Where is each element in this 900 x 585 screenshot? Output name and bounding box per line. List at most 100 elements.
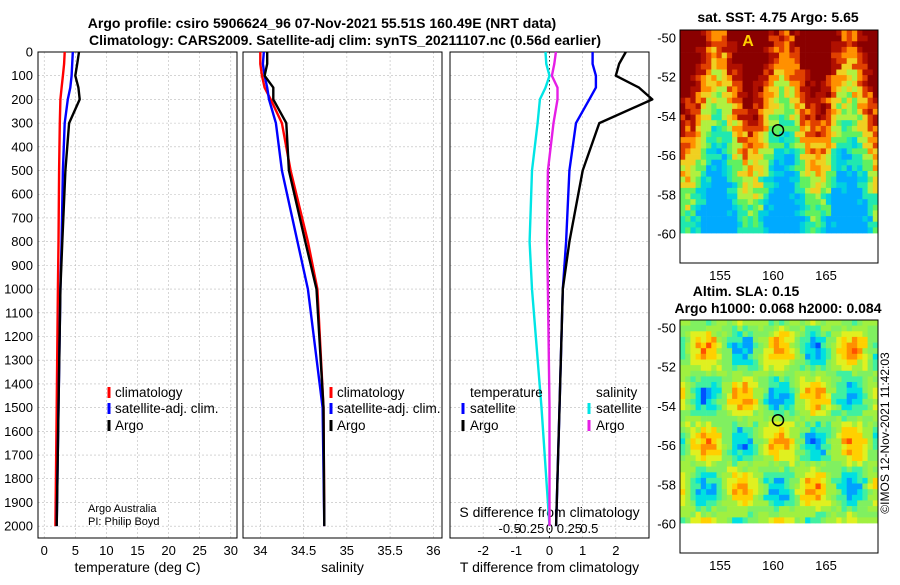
map-cell [851,477,858,484]
map-cell [872,92,879,98]
map-cell [685,494,691,501]
map-cell [784,438,790,445]
map-cell [862,370,868,377]
map-cell [789,444,795,451]
map-cell [711,46,717,53]
map-cell [815,449,822,456]
map-cell [763,500,769,507]
map-cell [700,466,707,473]
map-cell [721,114,728,121]
map-cell [815,125,822,132]
map-cell [857,353,863,360]
map-cell [711,75,717,82]
map-cell [695,511,702,518]
map-cell [851,325,858,332]
map-cell [805,365,811,372]
map-cell [805,438,811,445]
map-cell [695,382,702,388]
map-cell [799,165,806,172]
map-cell [773,52,780,59]
map-cell [805,410,811,417]
map-cell [820,455,827,462]
map-cell [789,221,795,228]
map-cell [680,432,686,439]
map-cell [836,483,842,490]
map-cell [768,35,775,42]
map-cell [732,69,738,76]
map-cell [768,63,775,70]
map-cell [846,120,853,127]
map-cell [862,320,868,326]
map-cell [784,41,790,48]
map-cell [846,427,853,434]
map-cell [799,382,806,388]
map-cell [805,444,811,451]
map-cell [695,176,702,183]
map-cell [799,500,806,507]
map-cell [721,449,728,456]
map-cell [794,58,801,65]
map-cell [690,438,696,445]
map-cell [794,320,801,326]
map-cell [768,97,775,104]
map-cell [825,75,832,82]
map-cell [773,204,780,211]
map-cell [815,63,822,70]
map-cell [841,69,848,76]
map-cell [732,210,738,217]
map-cell [716,131,723,138]
map-cell [867,455,874,462]
map-cell [721,382,728,388]
map-cell [799,370,806,377]
map-cell [758,199,764,206]
map-cell [805,46,811,53]
map-cell [815,455,822,462]
map-cell [706,359,712,366]
map-cell [810,472,816,479]
map-cell [685,193,691,200]
map-cell [695,171,702,177]
map-cell [742,427,749,434]
map-cell [711,108,717,115]
map-cell [726,398,733,405]
map-cell [768,176,775,183]
map-cell [857,393,863,400]
timestamp: ©IMOS 12-Nov-2021 11:42:03 [878,352,892,514]
map-cell [742,137,749,144]
map-cell [872,171,879,177]
map-cell [805,427,811,434]
map-cell [706,52,712,59]
map-cell [742,80,749,87]
map-cell [784,415,790,422]
map-cell [706,494,712,501]
map-cell [680,398,686,405]
map-cell [695,69,702,76]
map-cell [732,159,738,166]
map-cell [747,398,754,405]
map-cell [716,221,723,228]
map-cell [700,489,707,496]
map-cell [700,483,707,490]
map-cell [742,30,749,36]
x-tick-label: 34 [253,543,267,558]
map-cell [846,489,853,496]
map-cell [862,365,868,372]
map-cell [851,80,858,87]
map-cell [810,353,816,360]
map-cell [737,410,743,417]
map-cell [794,52,801,59]
map-cell [690,221,696,228]
map-cell [726,449,733,456]
map-cell [862,517,868,524]
map-cell [857,159,863,166]
map-cell [768,131,775,138]
map-cell [747,204,754,211]
map-cell [825,120,832,127]
map-cell [799,359,806,366]
map-cell [784,30,790,36]
map-cell [794,159,801,166]
map-cell [706,398,712,405]
map-cell [747,421,754,428]
map-cell [825,415,832,422]
map-cell [851,438,858,445]
